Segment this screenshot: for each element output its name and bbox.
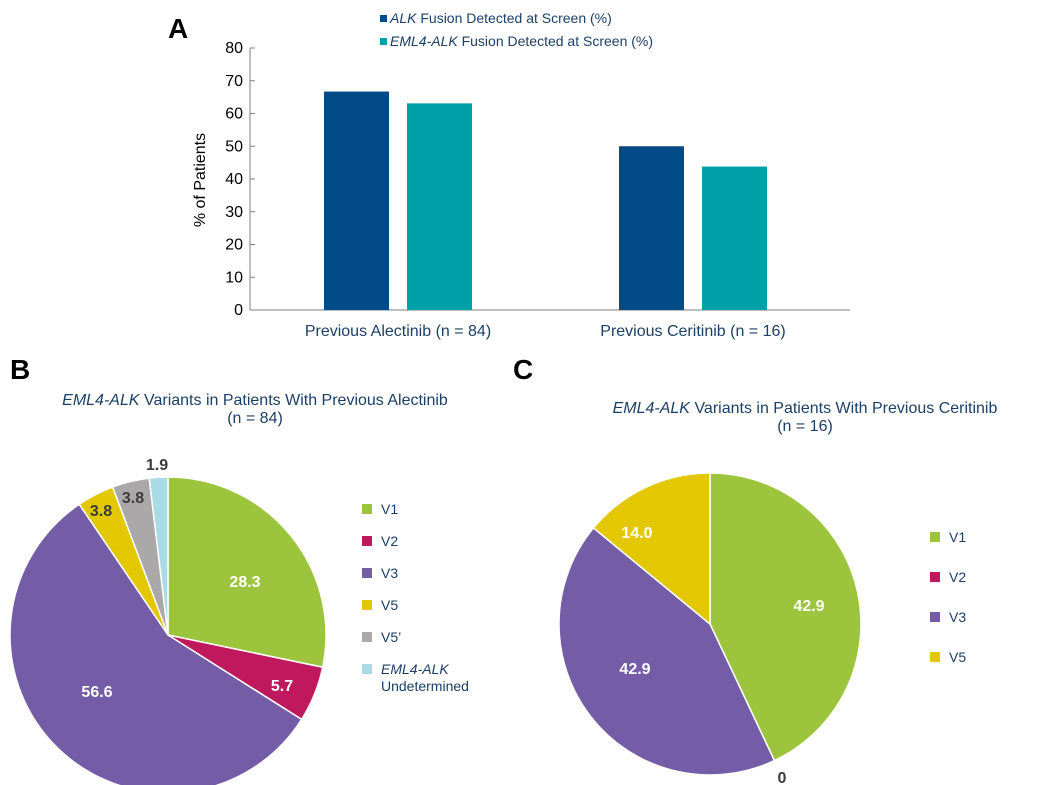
panel-label-b: B bbox=[10, 354, 30, 385]
y-axis-label: % of Patients bbox=[192, 133, 209, 227]
slice-value-label: 3.8 bbox=[122, 490, 144, 507]
pie-slice-v3 bbox=[558, 526, 776, 776]
legend-label-eml4alk: EML4-ALK Fusion Detected at Screen (%) bbox=[390, 33, 653, 49]
legend-swatch-eml4alk bbox=[380, 38, 387, 45]
x-category-label: Previous Ceritinib (n = 16) bbox=[600, 323, 785, 340]
y-tick-label: 70 bbox=[225, 73, 243, 90]
pie-slice-v1 bbox=[167, 476, 327, 669]
legend-text-eml4alk: Fusion Detected at Screen (%) bbox=[462, 33, 653, 49]
legend-swatch bbox=[362, 600, 372, 610]
bar-chart-a: ALK Fusion Detected at Screen (%) EML4-A… bbox=[192, 10, 850, 340]
legend-swatch bbox=[930, 532, 940, 542]
pie-c-title: EML4-ALK Variants in Patients With Previ… bbox=[613, 400, 998, 417]
slice-value-label: 42.9 bbox=[619, 661, 650, 678]
slice-value-label: 0 bbox=[778, 770, 787, 785]
pie-c-slices bbox=[558, 472, 862, 776]
pie-c-title-text: Variants in Patients With Previous Cerit… bbox=[694, 400, 997, 417]
pie-b-subtitle: (n = 84) bbox=[227, 410, 283, 427]
legend-label: V1 bbox=[949, 529, 966, 545]
legend-label: V2 bbox=[381, 533, 398, 549]
pie-b-data-labels: 28.35.756.63.83.81.9 bbox=[81, 457, 293, 701]
pie-slice-v5 bbox=[592, 472, 711, 626]
pie-b-title: EML4-ALK Variants in Patients With Previ… bbox=[62, 392, 448, 409]
slice-value-label: 3.8 bbox=[90, 503, 112, 520]
legend-label: V3 bbox=[381, 565, 398, 581]
legend-label: V2 bbox=[949, 569, 966, 585]
panel-label-a: A bbox=[168, 13, 188, 44]
bar-group bbox=[324, 91, 767, 311]
legend-label-alk: ALK Fusion Detected at Screen (%) bbox=[389, 10, 612, 26]
y-tick-label: 0 bbox=[234, 302, 243, 319]
y-axis-ticks: 0 10 20 30 40 50 60 70 80 bbox=[225, 40, 255, 319]
pie-c-title-prefix: EML4-ALK bbox=[613, 400, 692, 417]
pie-chart-c: EML4-ALK Variants in Patients With Previ… bbox=[558, 400, 998, 785]
bar-eml4alk-1 bbox=[407, 103, 472, 310]
pie-c-data-labels: 42.9 0 42.9 14.0 bbox=[619, 525, 824, 785]
legend-swatch bbox=[362, 664, 372, 674]
legend-label: V1 bbox=[381, 501, 398, 517]
legend-swatch bbox=[362, 504, 372, 514]
legend-swatch bbox=[930, 572, 940, 582]
pie-c-legend: V1 V2 V3 V5 bbox=[930, 529, 966, 665]
y-tick-label: 50 bbox=[225, 138, 243, 155]
slice-value-label: 14.0 bbox=[621, 525, 652, 542]
y-tick-label: 20 bbox=[225, 237, 243, 254]
pie-slice-v3 bbox=[9, 503, 303, 785]
pie-slice-v1 bbox=[709, 472, 862, 762]
pie-chart-b: EML4-ALK Variants in Patients With Previ… bbox=[9, 392, 469, 785]
bar-alk-1 bbox=[324, 91, 389, 311]
y-tick-label: 30 bbox=[225, 204, 243, 221]
slice-value-label: 1.9 bbox=[146, 457, 168, 474]
slice-value-label: 5.7 bbox=[271, 678, 293, 695]
x-category-label: Previous Alectinib (n = 84) bbox=[305, 323, 491, 340]
legend-label: V5’ bbox=[381, 629, 401, 645]
bar-eml4alk-2 bbox=[702, 166, 767, 310]
x-axis-categories: Previous Alectinib (n = 84) Previous Ceri… bbox=[305, 323, 786, 340]
legend-label: V5 bbox=[949, 649, 966, 665]
pie-slice-undetermined bbox=[148, 476, 169, 636]
legend-prefix-eml4alk: EML4-ALK bbox=[390, 33, 458, 49]
legend-text-alk: Fusion Detected at Screen (%) bbox=[420, 10, 611, 26]
legend-swatch bbox=[362, 632, 372, 642]
bar-alk-2 bbox=[619, 146, 684, 310]
legend-label: V5 bbox=[381, 597, 398, 613]
y-tick-label: 60 bbox=[225, 106, 243, 123]
legend-swatch-alk bbox=[380, 15, 387, 22]
slice-value-label: 28.3 bbox=[229, 574, 260, 591]
y-tick-label: 10 bbox=[225, 269, 243, 286]
legend-swatch bbox=[362, 568, 372, 578]
slice-value-label: 56.6 bbox=[81, 684, 112, 701]
legend-prefix-alk: ALK bbox=[389, 10, 417, 26]
legend-label: V3 bbox=[949, 609, 966, 625]
slice-value-label: 42.9 bbox=[793, 598, 824, 615]
pie-b-title-text: Variants in Patients With Previous Alect… bbox=[144, 392, 448, 409]
y-tick-label: 80 bbox=[225, 40, 243, 57]
legend-swatch bbox=[930, 612, 940, 622]
legend-swatch bbox=[362, 536, 372, 546]
pie-c-subtitle: (n = 16) bbox=[777, 418, 833, 435]
bar-legend: ALK Fusion Detected at Screen (%) EML4-A… bbox=[380, 10, 653, 49]
panel-label-c: C bbox=[513, 354, 533, 385]
legend-label: Undetermined bbox=[381, 678, 469, 694]
legend-label-prefix: EML4-ALK bbox=[381, 661, 449, 677]
pie-b-title-prefix: EML4-ALK bbox=[62, 392, 141, 409]
legend-swatch bbox=[930, 652, 940, 662]
pie-b-slices bbox=[9, 476, 327, 785]
y-tick-label: 40 bbox=[225, 171, 243, 188]
